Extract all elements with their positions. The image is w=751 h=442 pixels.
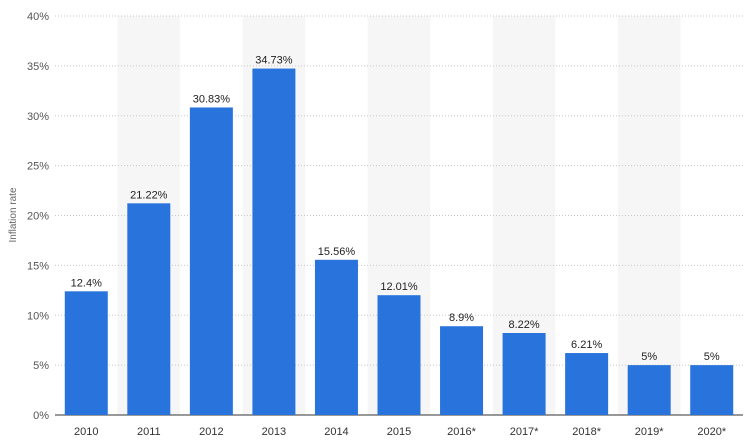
- x-tick-label: 2016*: [447, 426, 476, 438]
- data-label: 21.22%: [130, 189, 168, 201]
- data-label: 12.01%: [380, 281, 418, 293]
- bar[interactable]: [627, 365, 671, 415]
- bar[interactable]: [189, 107, 233, 415]
- x-tick-label: 2020*: [697, 426, 726, 438]
- data-label: 30.83%: [193, 93, 231, 105]
- bar[interactable]: [64, 291, 108, 415]
- y-tick-label: 35%: [27, 61, 49, 73]
- data-label: 5%: [641, 351, 657, 363]
- y-tick-label: 10%: [27, 310, 49, 322]
- y-tick-label: 5%: [33, 360, 49, 372]
- bar[interactable]: [502, 333, 546, 415]
- bar[interactable]: [690, 365, 734, 415]
- x-tick-label: 2010: [74, 426, 98, 438]
- bar[interactable]: [314, 259, 358, 415]
- data-label: 12.4%: [71, 277, 102, 289]
- bar[interactable]: [127, 203, 171, 415]
- data-label: 5%: [704, 351, 720, 363]
- bar[interactable]: [565, 353, 609, 415]
- y-tick-label: 30%: [27, 111, 49, 123]
- data-labels: 12.4% 21.22% 30.83% 34.73% 15.56% 12.01% 8.9% 8…: [71, 55, 720, 364]
- data-label: 15.56%: [318, 246, 356, 258]
- bars: [64, 68, 734, 416]
- x-axis-ticks: 2010 2011 2012 2013 2014 2015 2016* 2017* 2018* 2…: [74, 426, 727, 438]
- bar[interactable]: [440, 326, 484, 415]
- data-label: 8.22%: [508, 319, 539, 331]
- data-label: 6.21%: [571, 339, 602, 351]
- x-tick-label: 2018*: [572, 426, 601, 438]
- x-tick-label: 2011: [137, 426, 161, 438]
- x-tick-label: 2015: [387, 426, 411, 438]
- y-tick-label: 20%: [27, 211, 49, 223]
- y-tick-label: 15%: [27, 260, 49, 272]
- bar[interactable]: [377, 295, 421, 415]
- x-tick-label: 2017*: [510, 426, 539, 438]
- y-tick-label: 0%: [33, 410, 49, 422]
- x-tick-label: 2013: [262, 426, 286, 438]
- y-axis-label: Inflation rate: [8, 187, 19, 242]
- x-tick-label: 2019*: [635, 426, 664, 438]
- y-tick-label: 40%: [27, 11, 49, 23]
- x-tick-label: 2012: [199, 426, 223, 438]
- data-label: 8.9%: [449, 312, 474, 324]
- y-tick-label: 25%: [27, 161, 49, 173]
- data-label: 34.73%: [255, 55, 293, 67]
- bar[interactable]: [252, 68, 296, 416]
- x-tick-label: 2014: [324, 426, 348, 438]
- y-axis-ticks: 0% 5% 10% 15% 20% 25% 30% 35% 40%: [27, 11, 49, 422]
